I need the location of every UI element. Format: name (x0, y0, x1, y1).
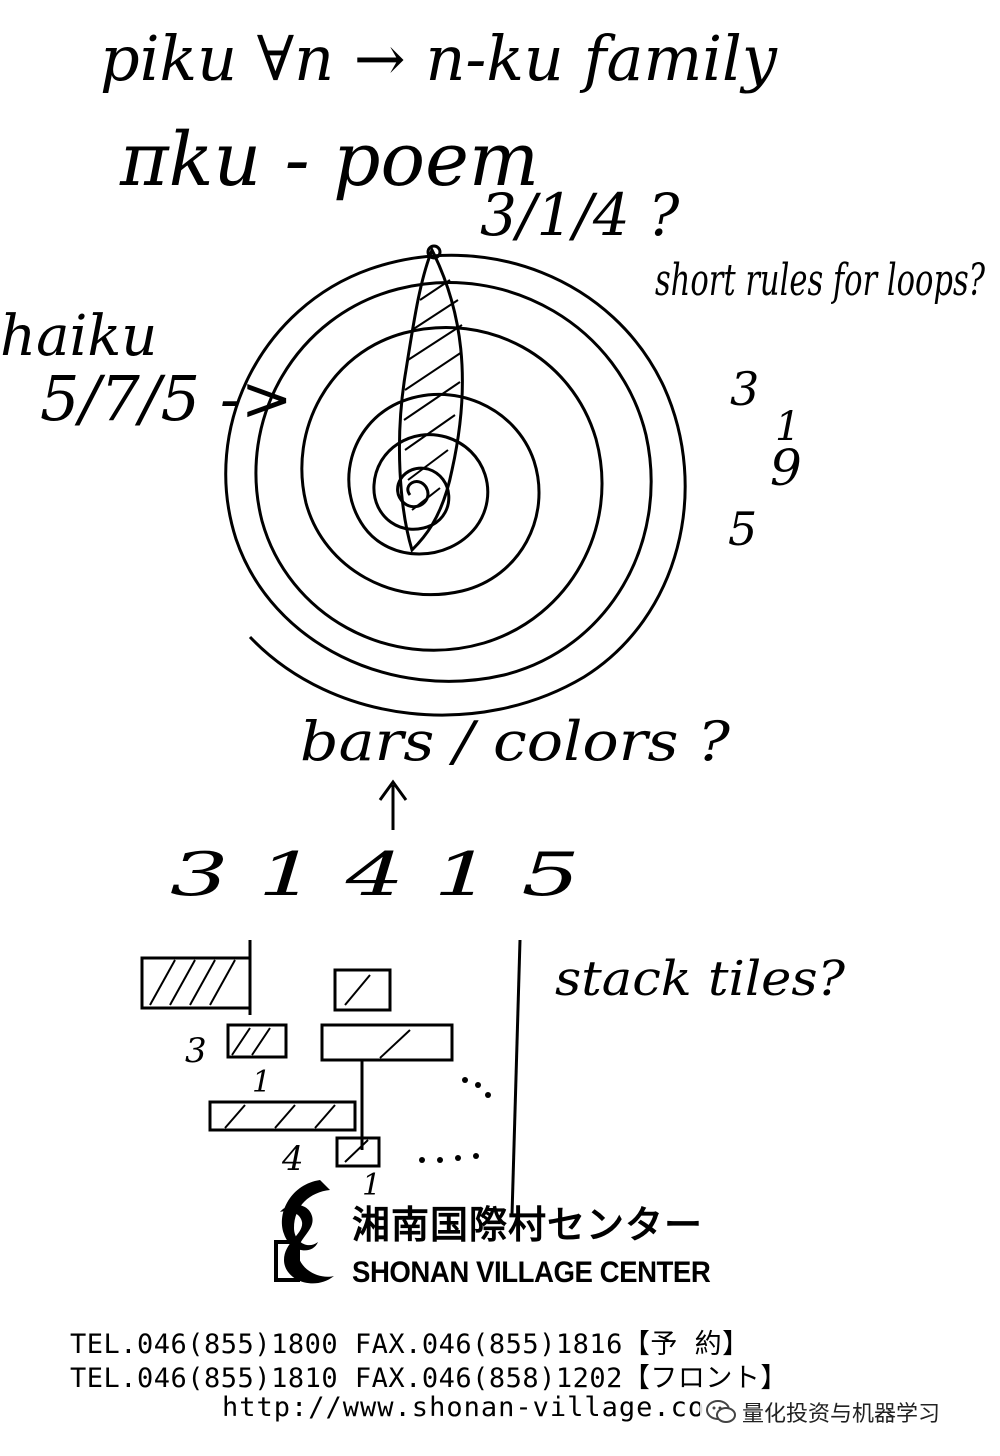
note-haiku: haiku (0, 304, 157, 369)
tile-label-1b: 1 (362, 1168, 381, 1203)
note-side-3: 3 (730, 362, 759, 416)
note-haiku-ratio: 5/7/5 -> (40, 362, 293, 435)
footer-phone-front: TEL.046(855)1810 FAX.046(858)1202【フロント】 (70, 1363, 788, 1394)
leaf-hatching (403, 279, 463, 511)
tile-hatching (149, 959, 411, 1163)
tile-label-4: 4 (281, 1139, 304, 1179)
tile-label-3: 3 (185, 1031, 207, 1071)
note-digits-top: 3/1/4 ? (480, 181, 680, 249)
note-bars-colors: bars / colors ? (300, 710, 731, 773)
spiral-drawing (224, 244, 687, 717)
note-stack-tiles: stack tiles? (555, 951, 845, 1007)
tile-label-1: 1 (252, 1065, 271, 1100)
note-short-rules: short rules for loops? (655, 255, 985, 306)
logo-name-jp: 湘南国際村センター (352, 1203, 704, 1247)
note-line-2: πku - poem (119, 117, 539, 203)
logo-emblem-icon (274, 1180, 334, 1284)
logo-name-en: SHONAN VILLAGE CENTER (352, 1256, 711, 1289)
note-side-5: 5 (728, 502, 757, 556)
footer-phone-reservations: TEL.046(855)1800 FAX.046(855)1816【予 約】 (70, 1329, 750, 1360)
note-side-1: 1 (775, 404, 800, 450)
wechat-watermark: 量化投资与机器学习 (700, 1392, 947, 1432)
up-arrow (378, 779, 408, 830)
watermark-text: 量化投资与机器学习 (742, 1402, 941, 1427)
ellipsis-dots (419, 1077, 491, 1163)
note-digits-row: 3 1 4 1 5 (170, 840, 580, 910)
note-side-9: 9 (770, 439, 802, 497)
wechat-icon (706, 1400, 736, 1423)
divider-line (510, 939, 522, 1216)
footer-url: http://www.shonan-village.co (222, 1392, 706, 1423)
tile-sketches (140, 940, 454, 1168)
shonan-village-logo: 湘南国際村センター SHONAN VILLAGE CENTER (268, 1172, 711, 1296)
note-line-1: piku ∀n → n-ku family (100, 22, 778, 95)
